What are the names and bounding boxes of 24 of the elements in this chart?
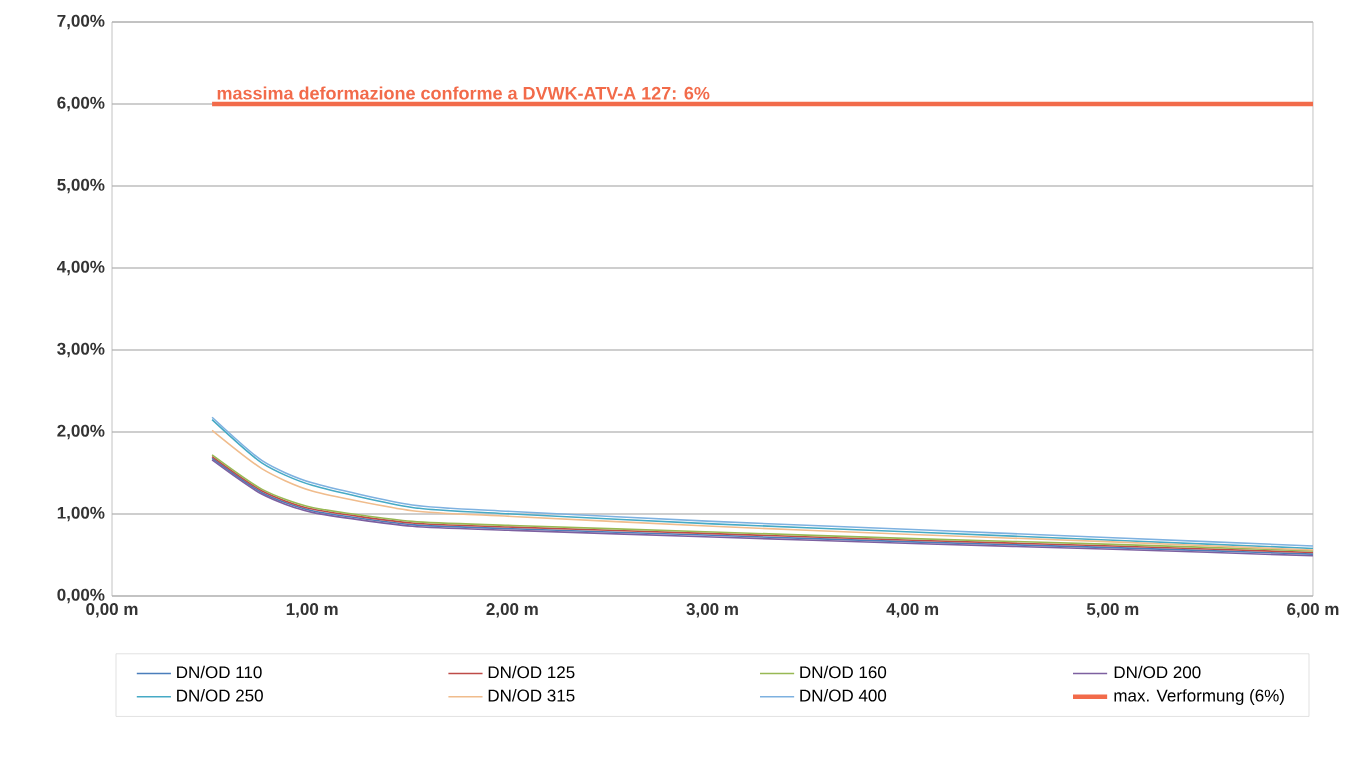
annotation: massima deformazione conforme a DVWK-ATV-A 127: 6% [217,86,710,100]
legend-label: DN/OD 250 [177,689,263,702]
legend-label: DN/OD 125 [488,665,575,679]
y-tick-label: 0,00% [57,588,105,604]
y-tick-label: 3,00% [57,342,105,358]
x-tick-label: 1,00 m [286,603,338,618]
legend-label: max. Verformung (6%) [1114,689,1284,705]
legend-label: DN/OD 200 [1114,665,1201,679]
legend-label: DN/OD 400 [800,689,887,702]
legend-label: DN/OD 110 [177,665,262,679]
y-tick-label: 6,00% [57,96,105,112]
y-tick-label: 5,00% [57,178,105,194]
y-tick-label: 7,00% [57,14,105,30]
y-tick-label: 1,00% [57,506,105,522]
x-tick-label: 3,00 m [686,603,738,618]
x-tick-label: 0,00 m [86,603,138,618]
x-tick-label: 5,00 m [1086,603,1139,618]
x-tick-label: 2,00 m [486,603,538,618]
x-tick-label: 6,00 m [1287,603,1339,618]
legend-label: DN/OD 160 [800,665,887,679]
x-tick-label: 4,00 m [886,603,939,618]
y-tick-label: 4,00% [56,260,105,276]
legend-label: DN/OD 315 [488,689,575,702]
y-tick-label: 2,00% [57,424,105,440]
